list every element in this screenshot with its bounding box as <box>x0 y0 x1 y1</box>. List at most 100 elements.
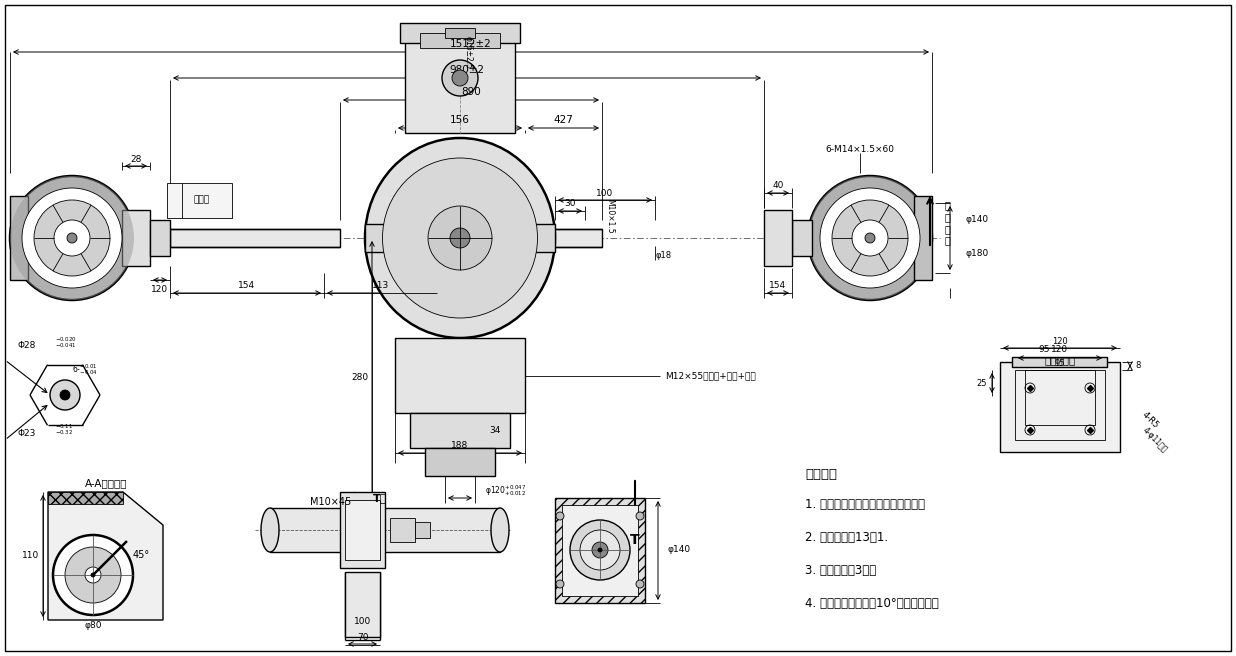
Bar <box>400 23 520 43</box>
Circle shape <box>85 567 101 583</box>
Bar <box>562 505 638 596</box>
Text: $^{-0.020}_{-0.041}$: $^{-0.020}_{-0.041}$ <box>54 336 77 350</box>
Polygon shape <box>48 492 163 620</box>
Bar <box>445 28 475 38</box>
Ellipse shape <box>365 138 555 338</box>
Bar <box>122 210 150 266</box>
Text: 30: 30 <box>565 199 576 209</box>
Circle shape <box>452 70 468 86</box>
Text: 120: 120 <box>1052 337 1068 346</box>
Bar <box>525 224 555 252</box>
Circle shape <box>556 580 564 588</box>
Ellipse shape <box>382 158 538 318</box>
Text: 188: 188 <box>451 440 468 449</box>
Bar <box>555 498 645 603</box>
Text: 40: 40 <box>772 182 784 190</box>
Text: T: T <box>630 533 640 547</box>
Text: 4-φ11通孔: 4-φ11通孔 <box>1141 426 1169 454</box>
Circle shape <box>598 548 602 552</box>
Bar <box>405 33 515 133</box>
Circle shape <box>61 390 70 400</box>
Text: 1512±2: 1512±2 <box>450 39 492 49</box>
Circle shape <box>35 200 110 276</box>
Bar <box>340 492 384 568</box>
Bar <box>425 448 494 476</box>
Text: $^{-0.11}_{-0.32}$: $^{-0.11}_{-0.32}$ <box>54 422 73 438</box>
Ellipse shape <box>261 508 279 552</box>
Text: φ140: φ140 <box>965 216 988 224</box>
Circle shape <box>428 206 492 270</box>
Text: 4-R5: 4-R5 <box>1140 410 1161 430</box>
Bar <box>1015 370 1105 440</box>
Bar <box>764 210 792 266</box>
Text: 技术要求: 技术要求 <box>805 468 837 481</box>
Circle shape <box>556 512 564 520</box>
Circle shape <box>450 228 470 248</box>
Text: 6-$^{-0.01}_{-0.04}$: 6-$^{-0.01}_{-0.04}$ <box>72 363 98 377</box>
Wedge shape <box>808 176 932 300</box>
Bar <box>396 338 525 413</box>
Text: 排气口: 排气口 <box>194 195 210 205</box>
Bar <box>150 220 171 256</box>
Wedge shape <box>10 176 133 300</box>
Text: 120: 120 <box>152 285 168 295</box>
Text: φ140: φ140 <box>667 546 691 554</box>
Text: M12×55外六角+平垫+弹垫: M12×55外六角+平垫+弹垫 <box>665 371 755 380</box>
Text: 280: 280 <box>351 373 368 382</box>
Circle shape <box>10 176 133 300</box>
Text: 8: 8 <box>1136 361 1141 371</box>
Text: 890: 890 <box>461 87 481 97</box>
Circle shape <box>832 200 908 276</box>
Text: T向: T向 <box>373 493 387 503</box>
Text: 95: 95 <box>1054 359 1065 369</box>
Circle shape <box>819 188 920 288</box>
Text: M10×1.5: M10×1.5 <box>606 199 614 234</box>
Bar <box>391 518 415 542</box>
Text: 100: 100 <box>353 617 371 626</box>
Text: 前
进
方
向: 前 进 方 向 <box>946 201 950 245</box>
Bar <box>415 522 430 538</box>
Bar <box>345 500 379 560</box>
Bar <box>1012 357 1107 367</box>
Bar <box>410 413 510 448</box>
Bar <box>171 229 340 247</box>
Circle shape <box>865 233 875 243</box>
Text: 980±2: 980±2 <box>450 65 485 75</box>
Text: 6-M14×1.5×60: 6-M14×1.5×60 <box>826 146 895 155</box>
Circle shape <box>637 580 644 588</box>
Text: 110: 110 <box>22 552 40 560</box>
Text: φ180: φ180 <box>965 249 989 258</box>
Circle shape <box>852 220 887 256</box>
Bar <box>167 183 232 218</box>
Text: 28: 28 <box>130 155 142 163</box>
Circle shape <box>49 380 80 410</box>
Circle shape <box>91 573 95 577</box>
Text: 154: 154 <box>239 281 256 291</box>
Text: 100: 100 <box>597 188 613 197</box>
Text: Φ23: Φ23 <box>19 428 36 438</box>
Circle shape <box>570 520 630 580</box>
Text: 电机固定板: 电机固定板 <box>1044 355 1075 365</box>
Circle shape <box>67 233 77 243</box>
Text: 95: 95 <box>1038 346 1051 354</box>
Bar <box>345 572 379 637</box>
Text: 45°: 45° <box>133 550 150 560</box>
Circle shape <box>442 60 478 96</box>
Bar <box>913 196 932 280</box>
Text: 113: 113 <box>372 281 389 291</box>
Text: 3. 桥荷不大于3吨。: 3. 桥荷不大于3吨。 <box>805 564 876 577</box>
Bar <box>420 33 501 48</box>
Text: 25: 25 <box>976 379 988 388</box>
Text: 427: 427 <box>554 115 574 125</box>
Circle shape <box>808 176 932 300</box>
Text: φ120$^{+0.047}_{+0.012}$: φ120$^{+0.047}_{+0.012}$ <box>485 483 527 499</box>
Bar <box>792 220 812 256</box>
Bar <box>1025 370 1095 425</box>
Bar <box>10 196 28 280</box>
Bar <box>48 492 124 504</box>
Text: 2. 减速箱速比13：1.: 2. 减速箱速比13：1. <box>805 531 889 544</box>
Text: Φ28: Φ28 <box>19 340 36 350</box>
Circle shape <box>53 535 133 615</box>
Circle shape <box>637 512 644 520</box>
Ellipse shape <box>491 508 509 552</box>
